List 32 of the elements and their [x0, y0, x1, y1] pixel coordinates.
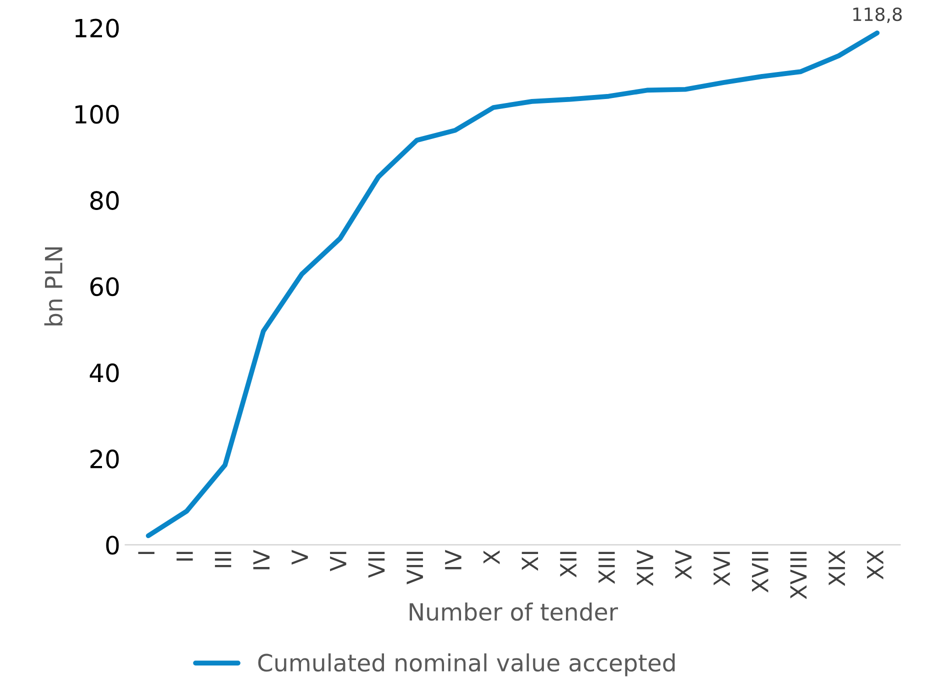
x-axis-title: Number of tender	[410, 602, 618, 621]
y-tick-label: 100	[75, 104, 119, 124]
legend-label: Cumulated nominal value accepted	[258, 653, 675, 676]
x-tick-label: XIV	[636, 550, 654, 586]
x-tick-label: XI	[522, 552, 538, 571]
y-tick-label: 80	[90, 191, 119, 210]
x-tick-label: VI	[330, 552, 346, 572]
x-tick-label: XX	[867, 550, 884, 580]
x-tick-label: X	[483, 550, 500, 564]
x-tick-label: V	[292, 550, 308, 565]
x-tick-label: II	[176, 552, 193, 561]
x-tick-label: I	[138, 552, 154, 554]
x-tick-label: VII	[368, 552, 385, 578]
x-tick-label: IV	[445, 550, 462, 570]
x-tick-label: XVII	[752, 552, 768, 593]
x-tick-label: VIII	[406, 552, 423, 584]
data-label: 118,8	[853, 7, 902, 23]
x-tick-label: XV	[675, 550, 692, 580]
x-tick-label: XIX	[828, 550, 845, 586]
y-tick-label: 60	[90, 277, 119, 296]
y-tick-label: 20	[90, 450, 119, 468]
y-tick-label: 0	[106, 536, 119, 555]
y-tick-label: 120	[75, 18, 119, 38]
x-tick-label: XVI	[714, 552, 730, 586]
x-tick-label: XIII	[598, 552, 615, 584]
x-tick-label: XVIII	[790, 552, 807, 600]
y-tick-label: 40	[90, 363, 119, 382]
y-axis-title: bn PLN	[44, 247, 63, 326]
x-tick-label: IV	[253, 550, 270, 570]
x-tick-label: XII	[560, 552, 576, 578]
x-tick-label: III	[214, 552, 232, 568]
line-series	[146, 30, 880, 538]
